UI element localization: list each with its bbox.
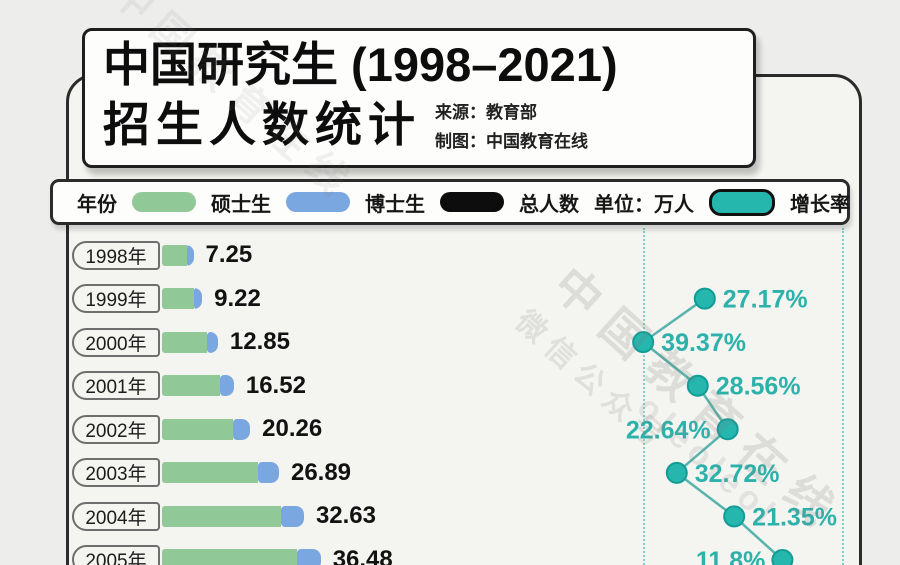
- growth-rate-label: 39.37%: [661, 329, 746, 357]
- page-subtitle: 招生人数统计: [103, 98, 421, 152]
- masters-segment: [162, 462, 258, 484]
- doctors-segment: [206, 331, 218, 353]
- growth-dot: [771, 548, 794, 565]
- growth-rate-label: 22.64%: [626, 416, 711, 444]
- total-value-label: 7.25: [205, 241, 253, 268]
- growth-dot: [716, 418, 739, 441]
- total-value-label: 16.52: [245, 371, 306, 399]
- growth-dot: [632, 331, 655, 354]
- masters-swatch: [132, 192, 196, 212]
- total-bar: [162, 505, 304, 527]
- growth-dot: [693, 287, 716, 310]
- total-bar: [162, 375, 234, 397]
- legend-year-label: 年份: [77, 193, 117, 216]
- source-label: 来源：教育部: [435, 103, 537, 123]
- total-swatch: [440, 192, 504, 212]
- year-pill: 2000年: [72, 327, 160, 357]
- masters-segment: [162, 288, 194, 310]
- growth-dot: [723, 505, 746, 528]
- doctors-segment: [220, 375, 234, 397]
- growth-guide-line-left: [643, 228, 645, 565]
- doctors-segment: [281, 505, 304, 527]
- legend-bar: 年份 硕士生 博士生 总人数 单位：万人 增长率: [50, 179, 850, 225]
- masters-segment: [162, 418, 234, 440]
- credits-block: 来源：教育部 制图：中国教育在线: [435, 93, 588, 157]
- year-pill: 1999年: [72, 284, 160, 314]
- growth-rate-label: 27.17%: [723, 286, 808, 314]
- total-bar: [162, 288, 203, 310]
- year-pill: 2001年: [72, 371, 160, 401]
- total-bar: [162, 331, 218, 353]
- legend-total-label: 总人数: [519, 193, 579, 216]
- growth-dot: [686, 374, 709, 397]
- year-pill: 2004年: [72, 501, 160, 531]
- masters-segment: [162, 244, 187, 266]
- growth-guide-line-right: [842, 228, 844, 565]
- growth-dot: [665, 461, 688, 484]
- growth-swatch: [709, 188, 775, 216]
- total-value-label: 32.63: [315, 502, 376, 530]
- year-pill: 2005年: [72, 545, 160, 565]
- total-bar: [162, 462, 279, 484]
- legend-masters-label: 硕士生: [211, 193, 271, 216]
- masters-segment: [162, 549, 297, 565]
- year-pill: 2003年: [72, 458, 160, 488]
- year-pill: 1998年: [72, 240, 160, 270]
- doctors-segment: [233, 418, 251, 440]
- total-value-label: 9.22: [214, 284, 261, 312]
- total-value-label: 26.89: [290, 458, 352, 486]
- masters-segment: [162, 375, 221, 397]
- doctors-segment: [186, 244, 194, 266]
- growth-rate-label: 28.56%: [716, 373, 801, 401]
- total-bar: [162, 549, 321, 565]
- credit-label: 制图：中国教育在线: [435, 132, 588, 152]
- masters-segment: [162, 331, 207, 353]
- growth-rate-label: 32.72%: [695, 460, 780, 488]
- total-bar: [162, 418, 251, 440]
- year-pill: 2002年: [72, 414, 160, 444]
- page-title: 中国研究生 (1998–2021): [103, 38, 618, 91]
- title-box: 中国研究生 (1998–2021) 招生人数统计 来源：教育部 制图：中国教育在…: [82, 28, 756, 168]
- doctors-segment: [193, 288, 203, 310]
- doctors-segment: [257, 462, 279, 484]
- growth-rate-label: 21.35%: [752, 503, 837, 531]
- total-value-label: 36.48: [332, 545, 393, 565]
- total-value-label: 20.26: [262, 415, 323, 443]
- total-value-label: 12.85: [229, 328, 290, 356]
- doctors-swatch: [286, 192, 350, 212]
- doctors-segment: [296, 549, 321, 565]
- legend-growth-label: 增长率: [790, 193, 850, 216]
- masters-segment: [162, 505, 282, 527]
- total-bar: [162, 244, 194, 266]
- legend-unit-label: 单位：万人: [594, 193, 694, 216]
- growth-rate-label: 11.8%: [696, 547, 766, 565]
- legend-doctors-label: 博士生: [365, 193, 425, 216]
